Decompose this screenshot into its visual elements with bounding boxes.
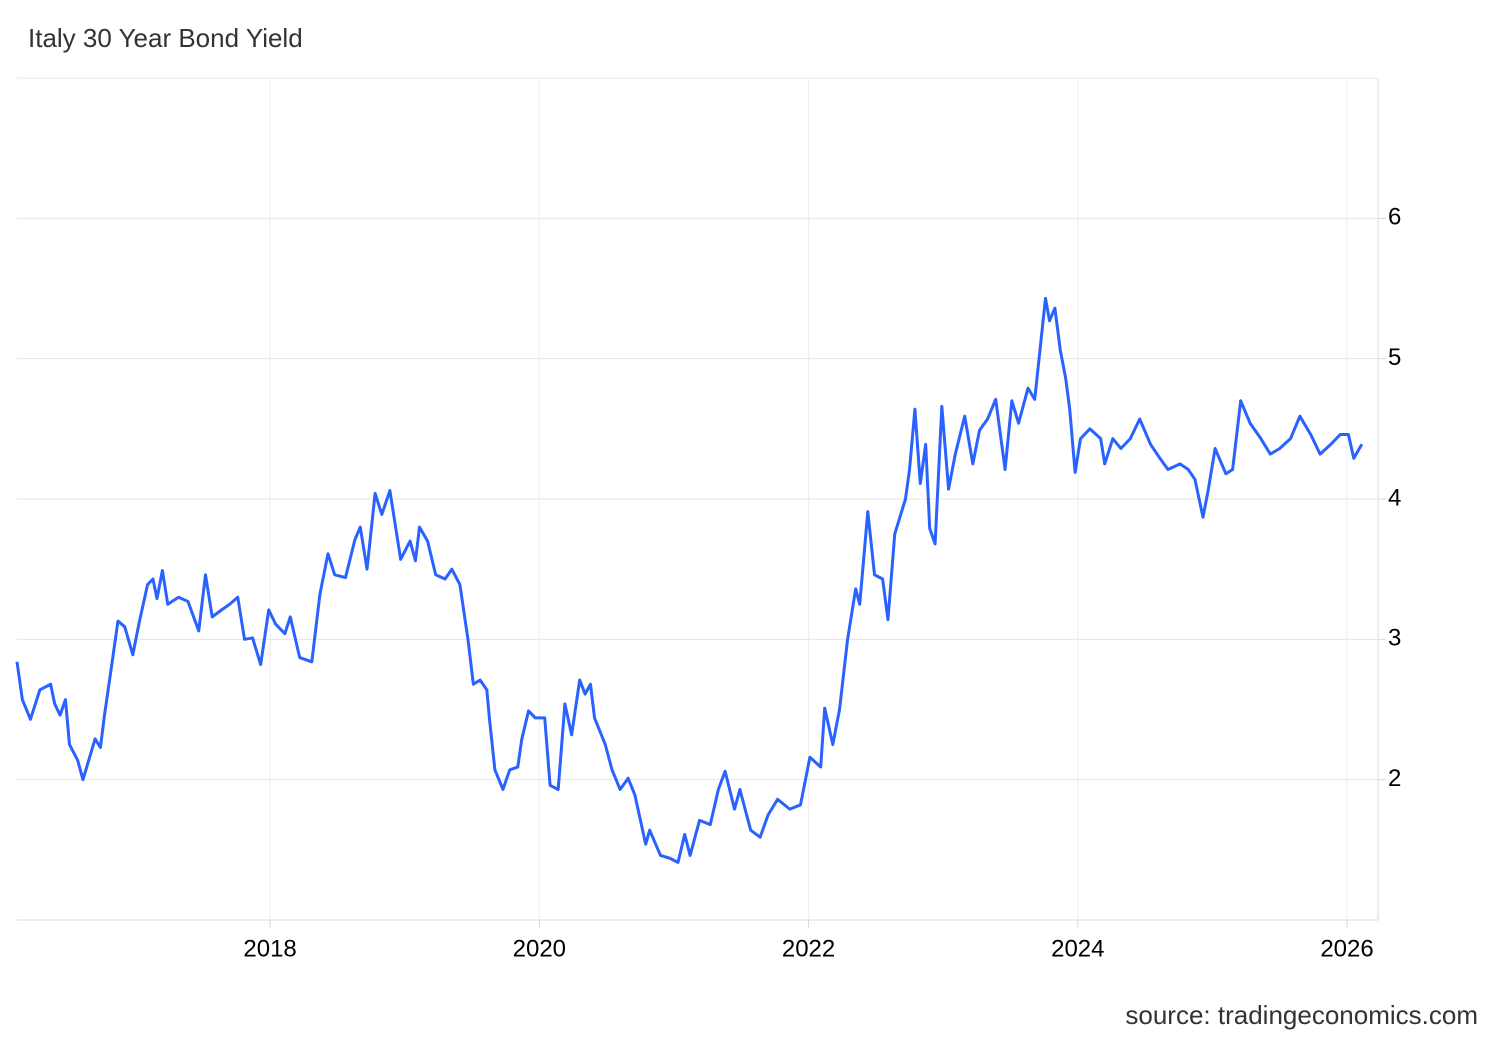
y-tick-label: 5 [1388,344,1401,371]
y-tick-label: 3 [1388,625,1401,652]
chart-title: Italy 30 Year Bond Yield [28,23,303,53]
x-tick-label: 2024 [1051,935,1104,962]
x-tick-label: 2020 [513,935,566,962]
y-tick-label: 4 [1388,484,1401,511]
x-tick-label: 2018 [243,935,296,962]
source: source: tradingeconomics.com [1125,1000,1478,1030]
data-line [15,296,1364,864]
y-tick-label: 6 [1388,204,1401,231]
x-tick-label: 2026 [1320,935,1373,962]
x-tick-label: 2022 [782,935,835,962]
y-tick-label: 2 [1388,765,1401,792]
